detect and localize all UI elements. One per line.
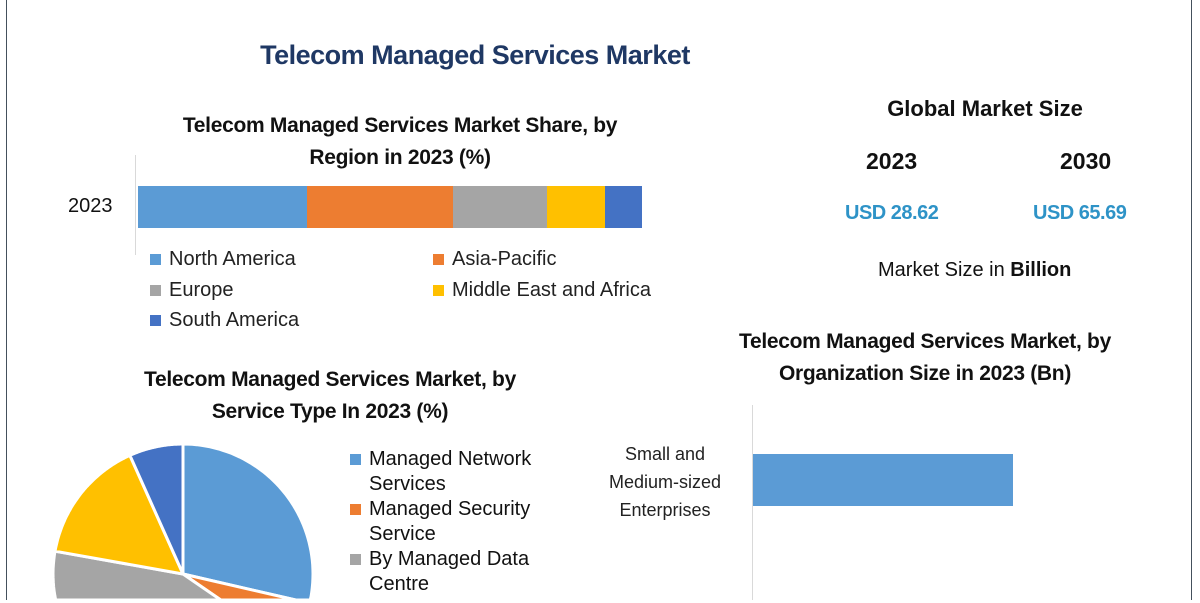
note-unit: Billion bbox=[1010, 259, 1072, 281]
market-size-note: Market Size in Billion bbox=[878, 259, 1071, 282]
category-line: Enterprises bbox=[619, 500, 711, 520]
org-chart-title-line1: Telecom Managed Services Market, by bbox=[739, 330, 1111, 353]
service-legend: Managed Network Services Managed Security… bbox=[350, 447, 531, 603]
bar-segment-asia-pacific bbox=[306, 186, 453, 228]
org-category-label: Small and Medium-sized Enterprises bbox=[590, 440, 740, 524]
category-line: Medium-sized bbox=[608, 472, 722, 492]
market-size-heading: Global Market Size bbox=[887, 96, 1083, 121]
region-stacked-bar bbox=[138, 186, 642, 228]
service-chart-title-line1: Telecom Managed Services Market, by bbox=[144, 368, 516, 391]
legend-label: Centre bbox=[369, 573, 430, 595]
bar-segment-north-america bbox=[138, 186, 307, 228]
org-bar-sme bbox=[753, 454, 1013, 506]
service-chart-title: Telecom Managed Services Market, by Serv… bbox=[40, 364, 620, 428]
bar-segment-middle-east-and-africa bbox=[547, 186, 606, 228]
legend-label: By Managed Data bbox=[369, 548, 530, 570]
region-chart-title-line1: Telecom Managed Services Market Share, b… bbox=[182, 114, 618, 137]
legend-item-datacentre: By Managed Data Centre bbox=[350, 547, 531, 597]
service-pie-chart bbox=[51, 442, 315, 600]
year-2023: 2023 bbox=[866, 148, 918, 174]
legend-item-security: Managed Security Service bbox=[350, 497, 531, 547]
org-chart-title-line2: Organization Size in 2023 (Bn) bbox=[778, 362, 1072, 385]
legend-label: Services bbox=[369, 473, 446, 495]
legend-label: Service bbox=[369, 523, 436, 545]
legend-item-europe: Europe bbox=[150, 279, 234, 302]
legend-item-mea: Middle East and Africa bbox=[433, 279, 651, 302]
legend-label: Asia-Pacific bbox=[452, 248, 557, 270]
legend-swatch bbox=[433, 254, 444, 265]
org-chart-title: Telecom Managed Services Market, by Orga… bbox=[690, 326, 1160, 390]
bar-segment-europe bbox=[452, 186, 548, 228]
category-line: Small and bbox=[624, 444, 706, 464]
region-chart-title-line2: Region in 2023 (%) bbox=[309, 146, 491, 169]
pie-slice-managed-security-service bbox=[181, 572, 298, 600]
year-2030: 2030 bbox=[1060, 148, 1112, 174]
legend-item-north-america: North America bbox=[150, 248, 296, 271]
pie-slice-4 bbox=[53, 453, 185, 576]
value-2030: USD 65.69 bbox=[1033, 202, 1127, 224]
region-axis-line bbox=[135, 155, 136, 255]
legend-label: North America bbox=[169, 248, 296, 270]
service-chart-title-line2: Service Type In 2023 (%) bbox=[211, 400, 449, 423]
legend-label: Managed Network bbox=[369, 448, 532, 470]
legend-item-south-america: South America bbox=[150, 309, 299, 332]
legend-item-asia-pacific: Asia-Pacific bbox=[433, 248, 556, 271]
region-category-label: 2023 bbox=[68, 195, 113, 217]
pie-slice-managed-network-services bbox=[181, 442, 315, 600]
note-prefix: Market Size in bbox=[878, 259, 1011, 281]
region-chart-title: Telecom Managed Services Market Share, b… bbox=[100, 110, 700, 174]
legend-label: Managed Security bbox=[369, 498, 531, 520]
pie-slice-by-managed-data-centre bbox=[51, 549, 223, 600]
legend-label: South America bbox=[169, 309, 300, 331]
page-title: Telecom Managed Services Market bbox=[260, 40, 690, 70]
bar-segment-south-america bbox=[605, 186, 642, 228]
value-2023: USD 28.62 bbox=[845, 202, 939, 224]
legend-swatch bbox=[350, 554, 361, 565]
legend-swatch bbox=[350, 454, 361, 465]
legend-label: Europe bbox=[169, 279, 234, 301]
legend-swatch bbox=[150, 254, 161, 265]
legend-swatch bbox=[433, 285, 444, 296]
legend-label: Middle East and Africa bbox=[452, 279, 651, 301]
org-axis-line bbox=[752, 405, 753, 600]
pie-slice-5 bbox=[128, 442, 185, 576]
legend-item-network: Managed Network Services bbox=[350, 447, 531, 497]
legend-item-4 bbox=[350, 597, 531, 603]
legend-swatch bbox=[350, 504, 361, 515]
legend-swatch bbox=[150, 315, 161, 326]
legend-swatch bbox=[150, 285, 161, 296]
infographic-border bbox=[6, 0, 1192, 600]
